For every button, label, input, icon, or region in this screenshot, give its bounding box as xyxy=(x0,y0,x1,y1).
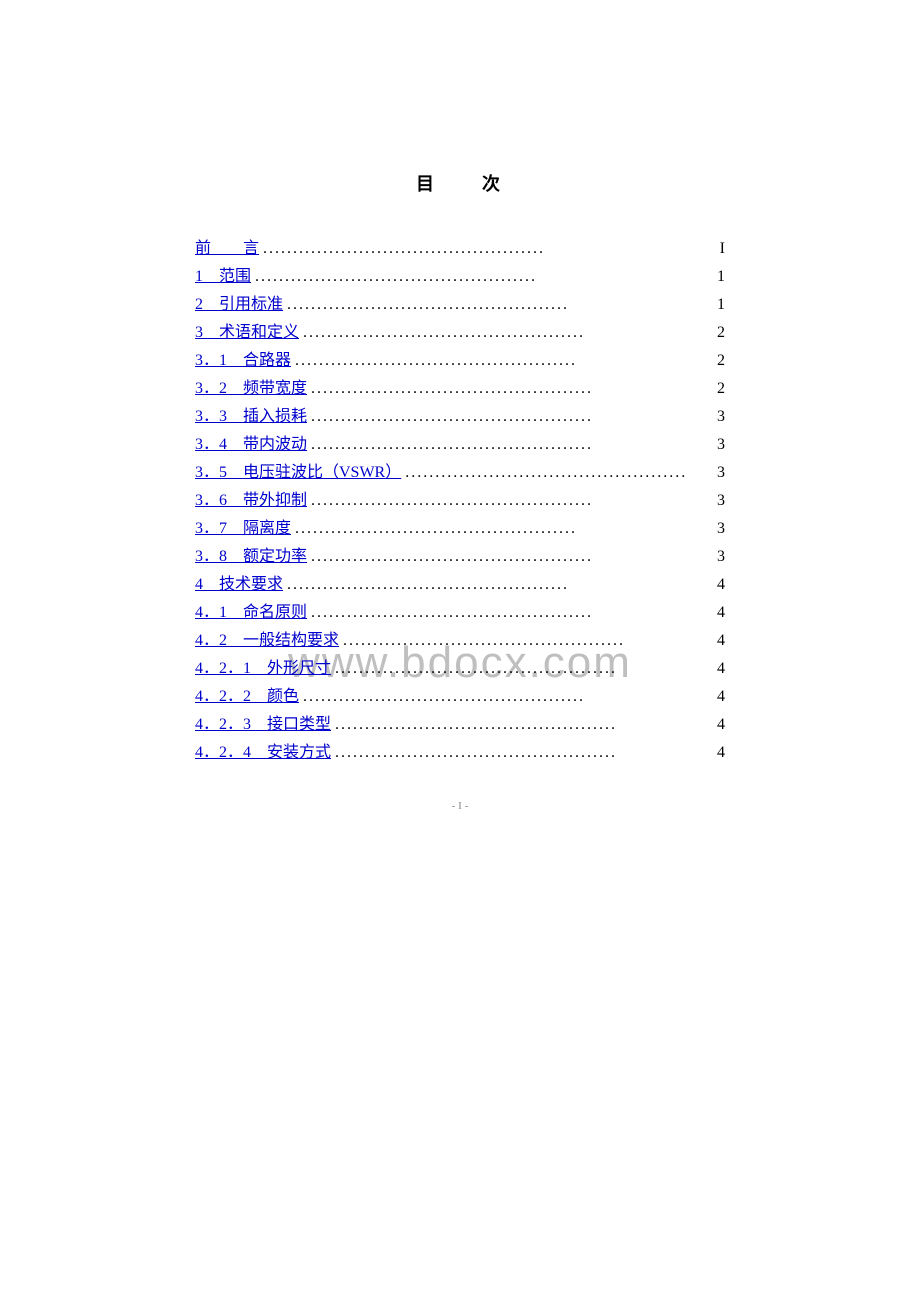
toc-page-number: 3 xyxy=(709,544,725,570)
toc-title: 目 次 xyxy=(0,170,920,196)
toc-entry: 3．5 电压驻波比（VSWR）.........................… xyxy=(195,460,725,486)
toc-leader-dots: ........................................… xyxy=(307,600,709,626)
toc-leader-dots: ........................................… xyxy=(283,572,709,598)
toc-page-number: 4 xyxy=(709,684,725,710)
toc-page-number: 1 xyxy=(709,292,725,318)
toc-page-number: 4 xyxy=(709,572,725,598)
toc-leader-dots: ........................................… xyxy=(299,684,709,710)
toc-link[interactable]: 4．2．2 颜色 xyxy=(195,684,299,710)
toc-entry: 1 范围....................................… xyxy=(195,264,725,290)
toc-entry: 4．2．3 接口类型..............................… xyxy=(195,712,725,738)
toc-entry: 3 术语和定义.................................… xyxy=(195,320,725,346)
toc-entry: 3．1 合路器.................................… xyxy=(195,348,725,374)
toc-leader-dots: ........................................… xyxy=(331,712,709,738)
toc-entry: 4 技术要求..................................… xyxy=(195,572,725,598)
toc-leader-dots: ........................................… xyxy=(259,236,709,262)
toc-link[interactable]: 4．2．1 外形尺寸 xyxy=(195,656,331,682)
toc-page-number: 3 xyxy=(709,516,725,542)
title-section: 目 次 xyxy=(0,170,920,196)
toc-entry: 3．8 额定功率................................… xyxy=(195,544,725,570)
toc-link[interactable]: 4．2 一般结构要求 xyxy=(195,628,339,654)
toc-link[interactable]: 3 术语和定义 xyxy=(195,320,299,346)
toc-link[interactable]: 4 技术要求 xyxy=(195,572,283,598)
toc-page-number: 4 xyxy=(709,600,725,626)
toc-page-number: 1 xyxy=(709,264,725,290)
toc-leader-dots: ........................................… xyxy=(307,404,709,430)
toc-link[interactable]: 3．6 带外抑制 xyxy=(195,488,307,514)
toc-link[interactable]: 2 引用标准 xyxy=(195,292,283,318)
toc-leader-dots: ........................................… xyxy=(307,544,709,570)
toc-leader-dots: ........................................… xyxy=(251,264,709,290)
toc-link[interactable]: 3．7 隔离度 xyxy=(195,516,291,542)
toc-leader-dots: ........................................… xyxy=(331,740,709,766)
toc-entry: 4．2 一般结构要求..............................… xyxy=(195,628,725,654)
toc-page-number: 3 xyxy=(709,460,725,486)
toc-page-number: 4 xyxy=(709,656,725,682)
toc-page-number: 2 xyxy=(709,348,725,374)
toc-leader-dots: ........................................… xyxy=(291,348,709,374)
toc-link[interactable]: 3．2 频带宽度 xyxy=(195,376,307,402)
toc-page-number: 2 xyxy=(709,320,725,346)
toc-entry: 3．4 带内波动................................… xyxy=(195,432,725,458)
toc-entry: 4．2．1 外形尺寸..............................… xyxy=(195,656,725,682)
toc-page-number: 4 xyxy=(709,628,725,654)
toc-entry: 前 言.....................................… xyxy=(195,236,725,262)
toc-leader-dots: ........................................… xyxy=(283,292,709,318)
toc-link[interactable]: 3．4 带内波动 xyxy=(195,432,307,458)
toc-leader-dots: ........................................… xyxy=(307,488,709,514)
toc-link[interactable]: 4．2．3 接口类型 xyxy=(195,712,331,738)
toc-leader-dots: ........................................… xyxy=(307,432,709,458)
toc-link[interactable]: 3．5 电压驻波比（VSWR） xyxy=(195,460,401,486)
toc-entry: 2 引用标准..................................… xyxy=(195,292,725,318)
toc-page-number: 2 xyxy=(709,376,725,402)
toc-link[interactable]: 1 范围 xyxy=(195,264,251,290)
toc-entry: 3．2 频带宽度................................… xyxy=(195,376,725,402)
toc-page-number: 3 xyxy=(709,488,725,514)
toc-page-number: 4 xyxy=(709,712,725,738)
toc-page-number: 3 xyxy=(709,404,725,430)
toc-entry: 4．2．2 颜色................................… xyxy=(195,684,725,710)
toc-entry: 3．7 隔离度.................................… xyxy=(195,516,725,542)
document-page: www.bdocx.com 目 次 前 言...................… xyxy=(0,0,920,1302)
toc-leader-dots: ........................................… xyxy=(307,376,709,402)
toc-link[interactable]: 4．1 命名原则 xyxy=(195,600,307,626)
toc-leader-dots: ........................................… xyxy=(401,460,709,486)
toc-page-number: 3 xyxy=(709,432,725,458)
toc-container: 前 言.....................................… xyxy=(195,236,725,766)
toc-link[interactable]: 3．1 合路器 xyxy=(195,348,291,374)
toc-leader-dots: ........................................… xyxy=(339,628,709,654)
toc-entry: 4．1 命名原则................................… xyxy=(195,600,725,626)
toc-link[interactable]: 前 言 xyxy=(195,236,259,262)
toc-entry: 4．2．4 安装方式..............................… xyxy=(195,740,725,766)
toc-leader-dots: ........................................… xyxy=(331,656,709,682)
toc-leader-dots: ........................................… xyxy=(291,516,709,542)
toc-entry: 3．6 带外抑制................................… xyxy=(195,488,725,514)
toc-entry: 3．3 插入损耗................................… xyxy=(195,404,725,430)
toc-leader-dots: ........................................… xyxy=(299,320,709,346)
toc-link[interactable]: 4．2．4 安装方式 xyxy=(195,740,331,766)
toc-page-number: 4 xyxy=(709,740,725,766)
page-number-footer: - I - xyxy=(0,800,920,812)
toc-page-number: I xyxy=(709,236,725,262)
toc-link[interactable]: 3．3 插入损耗 xyxy=(195,404,307,430)
toc-link[interactable]: 3．8 额定功率 xyxy=(195,544,307,570)
